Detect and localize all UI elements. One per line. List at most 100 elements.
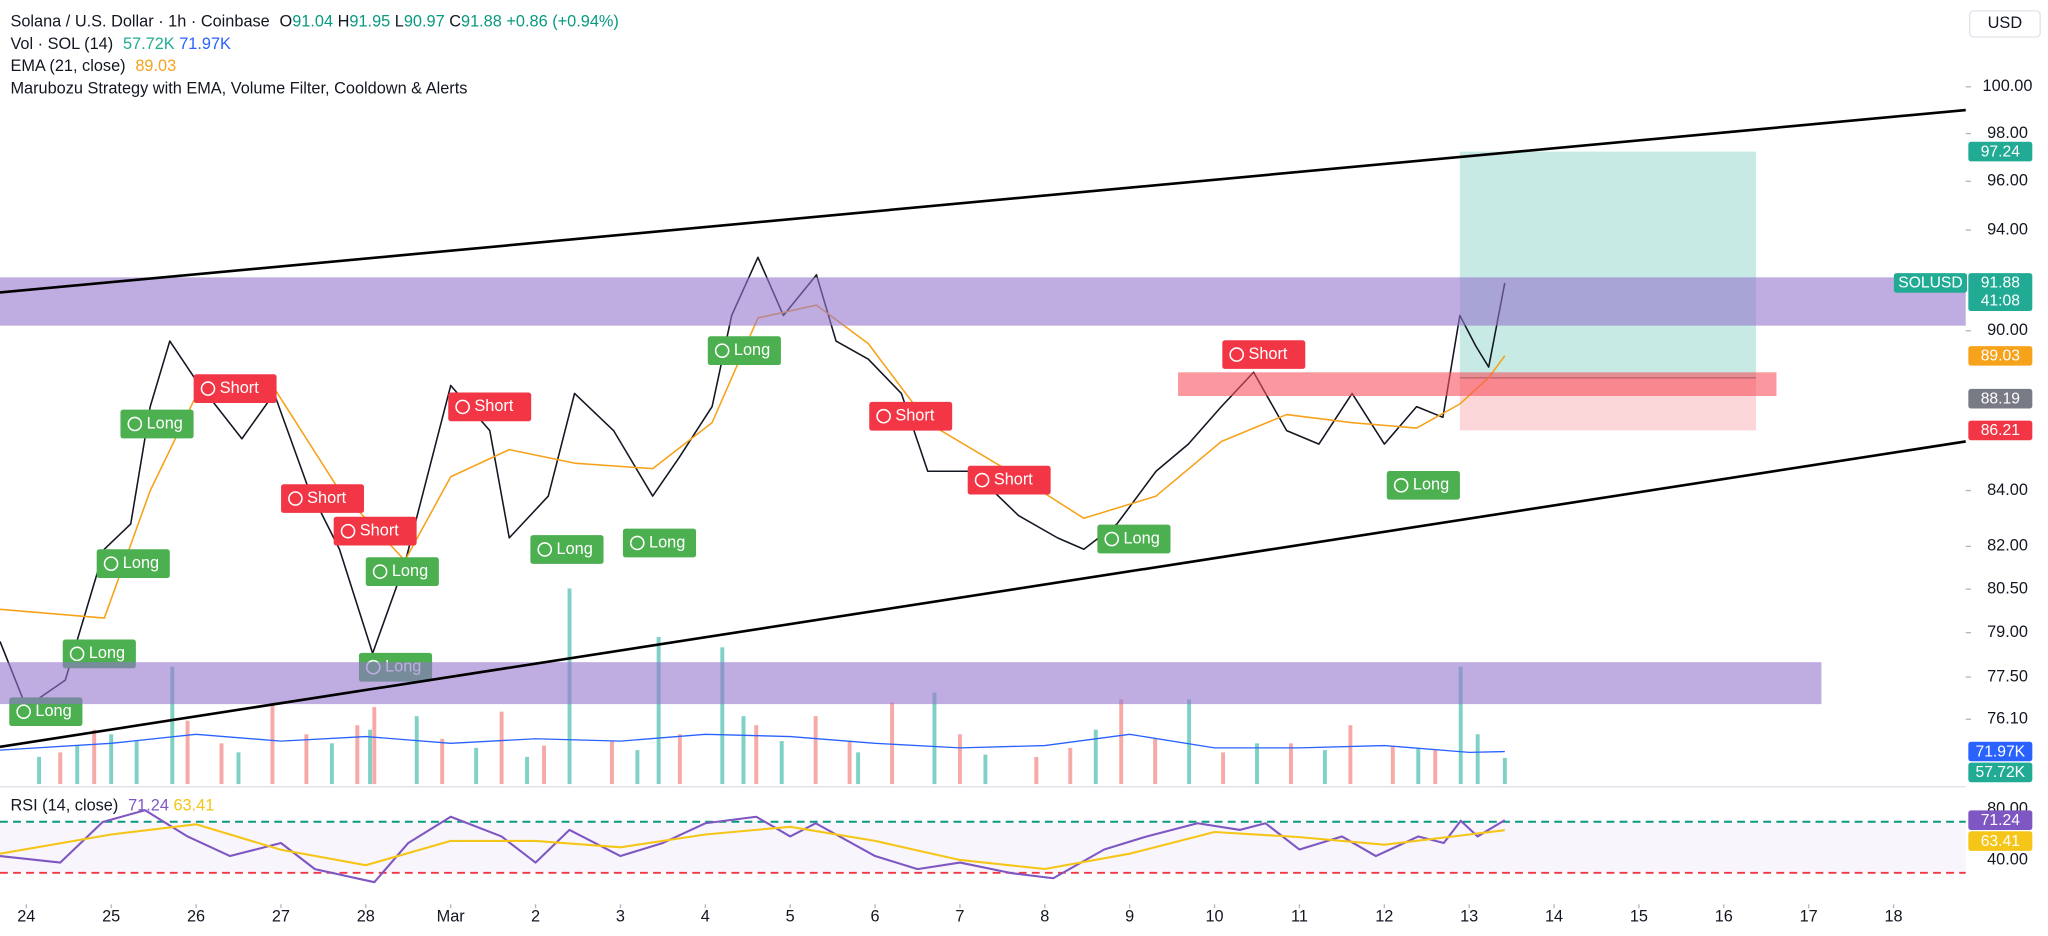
- y-tick-label: 84.00: [1987, 481, 2028, 499]
- x-tick-label: 7: [955, 908, 964, 926]
- signal-text: Long: [1123, 529, 1159, 547]
- y-tick-label: 82.00: [1987, 537, 2028, 555]
- zone: [0, 277, 1966, 326]
- currency-button[interactable]: [1968, 10, 2041, 38]
- volume-bar: [1416, 747, 1421, 785]
- x-tick-label: 4: [701, 908, 710, 926]
- volume-bar: [890, 702, 894, 785]
- ohlc-key: H: [338, 13, 350, 31]
- volume-bar: [856, 752, 861, 785]
- signal-dot: [714, 343, 730, 358]
- volume-badge-text: 57.72K: [1976, 764, 2026, 781]
- volume-bar: [813, 716, 818, 785]
- volume-bar: [754, 725, 759, 785]
- target-badge-text: 97.24: [1981, 143, 2020, 160]
- y-tick-label: 94.00: [1987, 220, 2028, 238]
- volume-bar: [1068, 747, 1073, 785]
- legend-value: 57.72K: [123, 35, 175, 53]
- volume-bar: [957, 734, 962, 785]
- volume-bar: [1221, 752, 1226, 785]
- x-tick-label: 11: [1291, 908, 1308, 926]
- legend-name: Vol · SOL (14): [10, 35, 113, 53]
- x-tick-label: 2: [531, 908, 540, 926]
- signal-label: [1222, 340, 1306, 369]
- signal-text: Short: [360, 521, 399, 539]
- volume-ma-badge-text: 71.97K: [1976, 743, 2026, 760]
- signal-label: [448, 392, 532, 422]
- volume-bar: [1348, 725, 1353, 785]
- signal-text: Long: [89, 644, 125, 662]
- strategy-legend: Marubozu Strategy with EMA, Volume Filte…: [10, 80, 467, 98]
- ohlc-value: 90.97: [404, 13, 445, 31]
- signal-dot: [1229, 347, 1245, 362]
- signal-label: [62, 639, 136, 669]
- y-tick-label: 76.10: [1987, 710, 2028, 728]
- x-tick-label: 17: [1800, 908, 1818, 926]
- signal-label: [333, 516, 417, 546]
- stop-badge-text: 86.21: [1981, 422, 2020, 439]
- signal-dot: [537, 542, 553, 557]
- symbol: Solana / U.S. Dollar · 1h · Coinbase: [10, 13, 269, 31]
- signal-text: Short: [994, 470, 1033, 488]
- signal-dot: [200, 381, 216, 396]
- legend-name: EMA (21, close): [10, 57, 125, 75]
- volume-bar: [219, 743, 224, 785]
- signal-dot: [69, 646, 85, 662]
- volume-legend: Vol · SOL (14) 57.72K 71.97K: [10, 35, 231, 53]
- volume-bar: [1153, 738, 1158, 785]
- signal-dot: [127, 416, 143, 432]
- x-tick-label: 10: [1205, 908, 1223, 926]
- volume-bar: [1458, 666, 1463, 785]
- signal-label: [1386, 470, 1460, 500]
- legend-value: 71.24: [128, 797, 169, 815]
- volume-bar: [1093, 729, 1098, 785]
- x-tick-label: 8: [1040, 908, 1049, 926]
- signal-label: [869, 401, 953, 431]
- rsi-band: [0, 821, 1966, 873]
- x-tick-label: 18: [1884, 908, 1902, 926]
- target-badge: [1968, 141, 2033, 162]
- volume-bar: [656, 636, 661, 785]
- volume-bar: [1502, 757, 1507, 785]
- signal-dot: [372, 564, 388, 579]
- price-badge: [1968, 273, 2033, 311]
- volume-ma-badge: [1968, 741, 2033, 762]
- volume-bar: [779, 741, 784, 785]
- x-tick-label: 24: [17, 908, 35, 926]
- legend-value: 71.97K: [179, 35, 231, 53]
- currency[interactable]: USD: [1988, 14, 2022, 32]
- x-tick-label: 16: [1715, 908, 1733, 926]
- signal-dot: [288, 491, 303, 506]
- signal-label: [120, 409, 194, 439]
- ohlc-value: 91.88: [461, 13, 502, 31]
- legend-value: 63.41: [173, 797, 214, 815]
- volume-bar: [525, 756, 530, 785]
- signal-label: [96, 549, 170, 579]
- signal-dot: [340, 523, 356, 539]
- signal-label: [530, 535, 604, 564]
- signal-text: Short: [1248, 345, 1287, 363]
- volume-bar: [304, 734, 309, 785]
- volume-bar: [414, 716, 419, 785]
- y-tick-label: 98.00: [1987, 124, 2028, 142]
- volume-bar: [1255, 743, 1259, 785]
- symbol-badge: [1893, 273, 1968, 293]
- volume-bar: [741, 716, 746, 785]
- signal-label: [281, 484, 364, 513]
- volume-bar: [1187, 699, 1192, 785]
- x-tick-label: Mar: [437, 908, 466, 926]
- signal-dot: [455, 399, 470, 415]
- target-zone: [1459, 151, 1757, 378]
- x-tick-label: 6: [871, 908, 880, 926]
- x-tick-label: 25: [102, 908, 120, 926]
- rsi-ma-line: [0, 823, 1505, 871]
- signal-dot: [629, 535, 645, 551]
- volume-bar: [983, 754, 988, 785]
- signal-text: Long: [649, 533, 685, 551]
- ohlc-value: 91.04: [292, 13, 333, 31]
- signal-label: [365, 557, 439, 586]
- ohlc-value: 91.95: [349, 13, 390, 31]
- volume-bar: [440, 738, 445, 785]
- signal-dot: [1393, 478, 1409, 493]
- signal-text: Long: [734, 341, 770, 359]
